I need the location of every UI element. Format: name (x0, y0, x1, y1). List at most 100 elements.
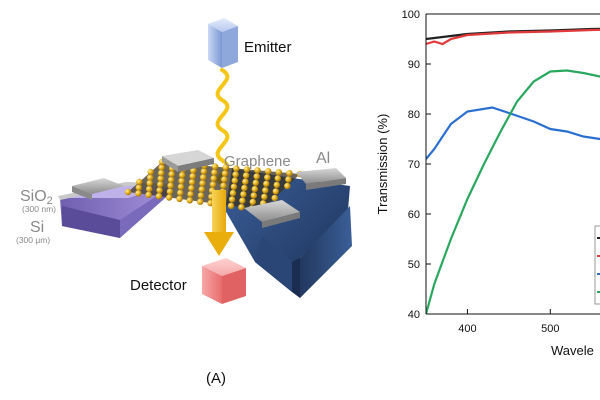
emitter-label: Emitter (244, 39, 292, 56)
graphene-atom (229, 189, 237, 197)
graphene-atom (230, 183, 238, 190)
graphene-atom (157, 181, 164, 188)
graphene-atom (200, 174, 207, 181)
graphene-atom (176, 195, 183, 203)
graphene-atom (242, 178, 249, 185)
graphene-atom (211, 163, 219, 170)
graphene-atom (177, 189, 184, 197)
graphene-atom (155, 193, 163, 200)
graphene-atom (231, 177, 238, 184)
graphene-atom (221, 176, 228, 183)
graphene-atom (275, 169, 282, 176)
panel-caption: (A) (206, 370, 226, 387)
y-tick-label: 50 (408, 259, 420, 271)
graphene-atom (286, 169, 293, 177)
detector-label: Detector (130, 277, 187, 294)
graphene-atom (273, 181, 280, 189)
graphene-atom (263, 180, 270, 187)
al-contact-bottom (244, 200, 300, 228)
graphene-atom (228, 196, 236, 203)
legend-box (594, 225, 600, 305)
graphene-atom (199, 180, 206, 187)
graphene-atom (124, 188, 132, 196)
graphene-atom (211, 169, 218, 176)
si-label: Si (30, 219, 44, 236)
graphene-atom (168, 171, 175, 178)
al-label: Al (316, 150, 330, 167)
graphene-atom (189, 173, 196, 180)
graphene-atom (168, 176, 175, 184)
graphene-atom (251, 185, 258, 193)
graphene-atom (198, 186, 205, 193)
graphene-atom (166, 188, 174, 195)
graphene-atom (157, 175, 164, 182)
graphene-atom (243, 166, 251, 173)
graphene-atom (250, 192, 257, 199)
graphene-atom (178, 177, 185, 185)
graphene-atom (156, 187, 163, 194)
graphene-atom (147, 174, 154, 181)
graphene-atom (146, 180, 153, 187)
y-tick-label: 60 (408, 209, 420, 221)
x-axis-label: Wavele (551, 343, 594, 358)
transmitted-beam-arrow (204, 190, 234, 256)
graphene-atom (210, 175, 217, 182)
graphene-atom (253, 173, 260, 180)
graphene-label: Graphene (224, 153, 291, 170)
graphene-atom (249, 198, 256, 206)
graphene-atom (240, 191, 247, 198)
graphene-atom (222, 164, 229, 171)
graphene-atom (284, 182, 291, 190)
graphene-atom (158, 164, 165, 171)
graphene-atom (135, 190, 142, 197)
device-diagram: Emitter (16, 18, 352, 387)
graphene-atom (146, 185, 153, 193)
al-contact-right (296, 168, 346, 190)
graphene-atom (179, 172, 186, 179)
graphene-atom (209, 181, 217, 188)
x-tick-label: 500 (541, 323, 559, 335)
graphene-atom (145, 191, 152, 198)
graphene-atom (136, 178, 143, 186)
graphene-atom (262, 187, 269, 194)
x-axis: 400 500 (458, 309, 559, 335)
graphene-atom (242, 172, 250, 179)
y-tick-label: 40 (408, 309, 420, 321)
y-tick-label: 100 (402, 9, 420, 21)
graphene-atom (188, 185, 195, 192)
graphene-atom (232, 171, 239, 178)
graphene-atom (285, 176, 292, 183)
al-contact-left (72, 178, 124, 200)
graphene-atom (254, 167, 261, 174)
graphene-atom (272, 188, 279, 195)
y-axis-label: Transmission (%) (375, 114, 390, 215)
graphene-atom (233, 165, 240, 172)
graphene-atom (239, 197, 246, 204)
y-tick-label: 80 (408, 109, 420, 121)
graphene-atom (186, 197, 193, 204)
graphene-atom (274, 175, 281, 182)
graphene-atom (135, 184, 142, 191)
graphene-atom (252, 179, 259, 186)
graphene-atom (265, 168, 272, 175)
graphene-atom (197, 192, 205, 199)
series-line-3 (426, 106, 600, 160)
sio2-label: SiO2 (20, 188, 53, 207)
detector-block (202, 258, 246, 304)
y-tick-label: 70 (408, 159, 420, 171)
graphene-atom (187, 191, 194, 198)
graphene-atom (200, 168, 208, 175)
graphene-atom (197, 198, 204, 205)
graphene-atom (241, 184, 248, 192)
graphene-atoms (124, 158, 304, 214)
graphene-atom (271, 194, 278, 202)
y-tick-label: 90 (408, 59, 420, 71)
series-line-2 (426, 28, 600, 46)
graphene-atom (221, 170, 229, 177)
graphene-atom (238, 204, 245, 211)
graphene-atom (147, 168, 154, 176)
emitter-block (208, 18, 238, 68)
graphene-atom (261, 193, 268, 200)
